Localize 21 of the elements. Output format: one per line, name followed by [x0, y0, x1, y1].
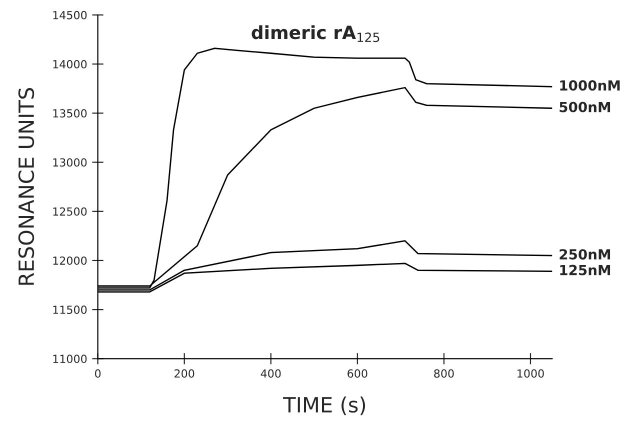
y-tick-label: 12000: [53, 256, 87, 265]
y-tick-label: 13000: [53, 158, 87, 167]
y-tick-label: 13500: [53, 109, 87, 118]
text: dimeric rA$_{125}$: [252, 25, 380, 42]
x-tick-label: 200: [174, 369, 194, 378]
x-tick-label: 1000: [518, 369, 544, 378]
x-tick-label: 800: [434, 369, 454, 378]
x-tick-label: 400: [260, 369, 281, 378]
y-tick-label: 14000: [53, 60, 87, 68]
y-tick-label: 12500: [53, 207, 87, 216]
y-axis-title: RESONANCE UNITS: [18, 88, 34, 285]
series-label: 125nM: [560, 264, 610, 276]
y-tick-label: 11500: [53, 306, 87, 314]
series-label: 1000nM: [560, 80, 620, 91]
y-tick-label: 11000: [53, 354, 87, 364]
y-tick-label: 14500: [53, 10, 87, 20]
x-tick-label: 0: [95, 369, 101, 378]
series-label: 500nM: [560, 102, 610, 112]
series-label: 250nM: [560, 249, 610, 260]
x-axis-title: TIME (s): [283, 396, 366, 416]
x-tick-label: 600: [348, 369, 368, 378]
